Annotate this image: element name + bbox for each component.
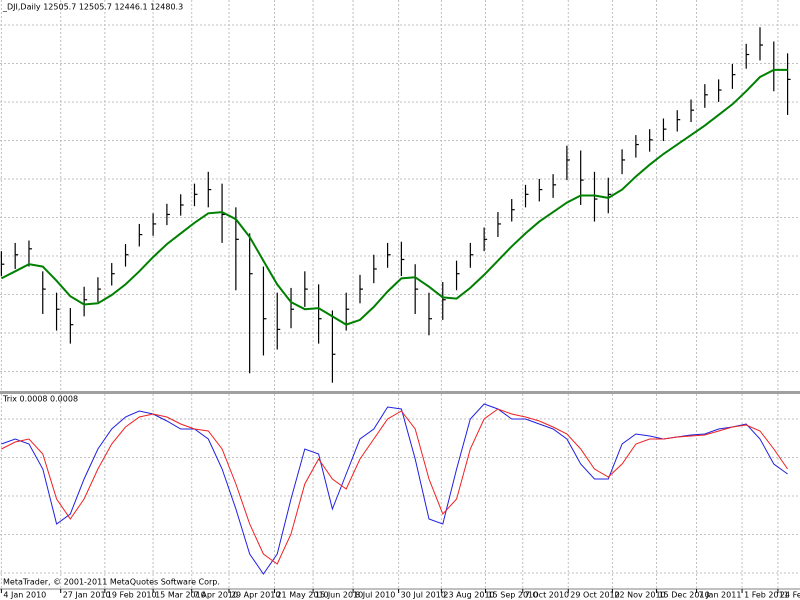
x-tick-label: 24 Feb 2011 [780,591,800,600]
price-header: _DJI,Daily 12505.7 12505.7 12446.1 12480… [2,3,183,12]
copyright: MetaTrader, © 2001-2011 MetaQuotes Softw… [3,578,220,587]
panel-separator [0,391,800,394]
x-tick-label: 7 Oct 2010 [525,591,569,600]
marks [0,27,791,575]
x-tick-label: 21 May 2010 [276,591,328,600]
indicator-header: Trix 0.0008 0.0008 [2,395,78,404]
x-tick-label: 22 Nov 2010 [614,591,665,600]
x-tick-label: 15 Sep 2010 [488,591,539,600]
x-tick-label: 29 Apr 2010 [231,591,280,600]
x-tick-label: 15 Mar 2010 [155,591,206,600]
x-tick-label: 23 Aug 2010 [443,591,494,600]
x-tick-label: 7 Apr 2010 [194,591,238,600]
x-tick-label: 7 Jan 2011 [699,591,742,600]
indicator-line [1,408,789,565]
x-tick-label: 15 Jun 2010 [315,591,363,600]
x-tick-label: 27 Jan 2010 [63,591,111,600]
x-tick-label: 30 Jul 2010 [401,591,446,600]
x-tick-label: 29 Oct 2010 [570,591,619,600]
moving-average-line [0,68,788,326]
indicator-line [1,403,788,575]
x-tick-label: 8 Jul 2010 [355,591,395,600]
x-tick-label: 1 Feb 2011 [744,591,789,600]
x-tick-label: 4 Jan 2010 [3,591,46,600]
x-tick-label: 15 Dec 2010 [659,591,710,600]
x-tick-label: 19 Feb 2010 [107,591,157,600]
